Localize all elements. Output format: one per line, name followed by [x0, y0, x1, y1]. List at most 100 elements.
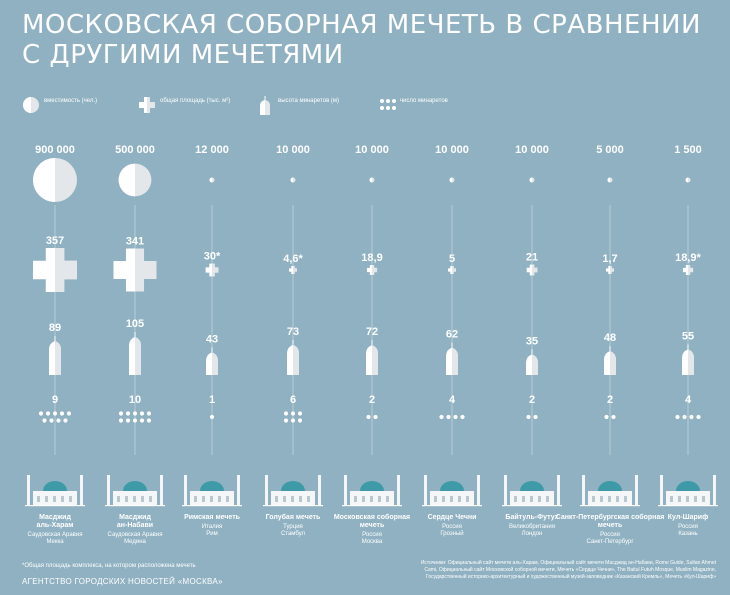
ground-line [580, 505, 640, 507]
minaret-count-dot [604, 414, 609, 420]
mosque-country: Россия [362, 532, 382, 538]
minaret-shape-half [532, 354, 538, 375]
mosque-window [592, 496, 595, 502]
mosque-country: Саудовская Аравия [108, 532, 163, 538]
minaret-count-dot [125, 418, 131, 423]
area-value: 21 [526, 252, 538, 264]
mosque-country: Россия [442, 524, 462, 530]
mosque-dome [123, 481, 147, 491]
mosque-window [202, 496, 205, 502]
ground-line [658, 505, 718, 507]
mosque-minaret-left [265, 475, 268, 505]
minaret-count-dot [146, 411, 152, 416]
minaret-count-dot [132, 418, 138, 423]
minaret-count-dot [132, 411, 138, 416]
mosque-window [702, 496, 705, 502]
capacity-circle-half [33, 158, 55, 202]
mosque-window [458, 496, 461, 502]
mosque-minaret-right [397, 475, 400, 505]
capacity-circle-half [118, 163, 135, 197]
mosque-minaret-right [713, 475, 716, 505]
mosque-column [263, 177, 323, 507]
mosque-country: Саудовская Аравия [28, 532, 83, 538]
minaret-shape-half [688, 349, 694, 375]
mosque-name: Масджид [119, 514, 151, 521]
mosque-dome [676, 481, 700, 491]
capacity-value: 12 000 [195, 144, 229, 156]
mosque-window [218, 496, 221, 502]
mosque-window [678, 496, 681, 502]
minaret-count-dot [526, 414, 531, 420]
area-shape-half [610, 266, 614, 274]
capacity-circle-half [685, 177, 688, 183]
height-value: 89 [49, 322, 61, 334]
mosque-window [61, 496, 64, 502]
minaret-count-dot [297, 411, 303, 416]
mosque-country: Россия [678, 524, 698, 530]
minaret-shape-half [212, 352, 218, 375]
mosque-window [600, 496, 603, 502]
ground-line [25, 505, 85, 507]
legend-count-label: число минаретов [400, 98, 448, 104]
minaret-count-dot [675, 414, 680, 420]
mosque-window [624, 496, 627, 502]
mosque-window [299, 496, 302, 502]
area-value: 4,6* [283, 253, 303, 265]
minaret-count-dot [689, 414, 694, 420]
minaret-count-value: 2 [529, 394, 535, 406]
minaret-count-dot [42, 418, 47, 423]
mosque-dome [360, 481, 384, 491]
mosque-window [133, 496, 136, 502]
mosque-minaret-left [424, 475, 427, 505]
minaret-count-dot [297, 418, 303, 423]
mosque-name: Московская соборная [334, 513, 410, 521]
mosque-window [514, 496, 517, 502]
area-shape-half [135, 248, 157, 292]
minaret-count-dot [446, 414, 451, 420]
mosque-column [580, 177, 640, 507]
mosque-city: Москва [362, 539, 383, 545]
area-shape-half [532, 264, 538, 276]
capacity-value: 1 500 [674, 144, 702, 156]
mosque-name: Римская мечеть [184, 514, 241, 521]
height-value: 55 [682, 330, 694, 342]
mosque-minaret-right [160, 475, 163, 505]
minaret-count-dot [125, 411, 131, 416]
minaret-count-dot [439, 414, 444, 420]
mosque-window [125, 496, 128, 502]
mosque-city: Лондон [522, 531, 543, 537]
height-value: 72 [366, 326, 378, 338]
mosque-window [37, 496, 40, 502]
mosque-window [530, 496, 533, 502]
mosque-minaret-right [557, 475, 560, 505]
minaret-count-dot [453, 414, 458, 420]
mosque-name: аль-Харам [37, 522, 74, 529]
mosque-city: Рим [206, 531, 217, 537]
capacity-value: 10 000 [435, 144, 469, 156]
minaret-shape-half [55, 340, 61, 375]
mosque-minaret-left [184, 475, 187, 505]
minaret-count-value: 2 [607, 394, 613, 406]
ground-line [502, 505, 562, 507]
capacity-value: 10 000 [515, 144, 549, 156]
mosque-name: Масджид [39, 514, 71, 521]
mosque-window [670, 496, 673, 502]
mosque-window [354, 496, 357, 502]
minaret-shape-half [372, 345, 378, 375]
mosque-minaret-left [582, 475, 585, 505]
capacity-circle-half [607, 177, 610, 183]
mosque-city: Стамбул [281, 531, 306, 537]
capacity-circle-half [449, 177, 452, 183]
mosque-dome [43, 481, 67, 491]
area-shape-half [372, 264, 378, 276]
mosque-window [210, 496, 213, 502]
area-value: 357 [46, 235, 64, 247]
mosque-window [522, 496, 525, 502]
height-value: 35 [526, 335, 538, 347]
mosque-dome [281, 481, 305, 491]
legend-height-label: высота минаретов (м) [278, 98, 340, 104]
minaret-count-value: 2 [369, 394, 375, 406]
capacity-circle-half [369, 177, 372, 183]
area-shape-half [452, 266, 456, 274]
ground-line [263, 505, 323, 507]
